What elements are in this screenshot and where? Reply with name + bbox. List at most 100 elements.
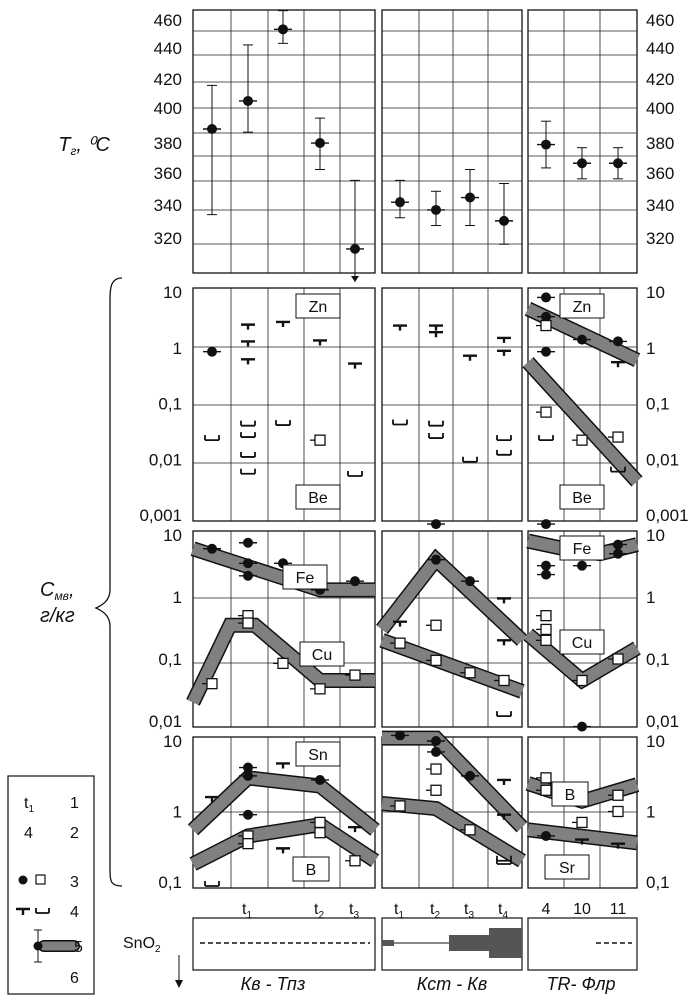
data-point-limit-upper (205, 795, 219, 803)
data-point-square (277, 657, 289, 670)
y-tick-label: 1 (173, 803, 182, 822)
y-tick-label: 340 (154, 196, 182, 215)
data-point-limit-upper (393, 620, 407, 627)
data-point-limit-upper (611, 361, 625, 368)
data-point-limit-upper (241, 323, 255, 330)
data-point-square (576, 434, 588, 446)
stage-label: t3 (349, 901, 359, 921)
y-tick-label: 1 (646, 339, 655, 358)
data-point-limit-lower (496, 449, 512, 456)
data-point-square (430, 784, 442, 796)
concentration-brace (94, 277, 123, 887)
sn-trend-band-1 (188, 771, 379, 835)
y-tick-label: 10 (646, 283, 665, 302)
data-point-limit-lower (240, 451, 256, 458)
y-tick-label: 400 (154, 99, 182, 118)
data-point-limit-lower (392, 419, 408, 426)
legend-symbol-1: t1 (24, 795, 34, 815)
element-label-box (292, 856, 330, 882)
data-point-limit-lower (428, 420, 444, 427)
data-point-limit-upper (276, 847, 290, 854)
stage-label: t2 (314, 901, 324, 921)
legend-number: 3 (70, 874, 79, 891)
data-point-square (206, 678, 218, 690)
y-tick-label: 1 (646, 803, 655, 822)
data-point-limit-lower (204, 435, 220, 442)
data-point-square (540, 319, 552, 332)
data-point-limit-upper (241, 340, 255, 347)
y-tick-label: 440 (154, 39, 182, 58)
stage-label: t4 (498, 901, 508, 921)
data-point-square (540, 610, 552, 622)
data-point-limit-lower (240, 420, 256, 427)
element-label-box (551, 781, 589, 807)
panel-frame (381, 530, 523, 728)
legend-dot (33, 941, 43, 951)
data-point-square (349, 669, 361, 681)
element-label-box (295, 484, 341, 510)
legend-square (35, 874, 46, 885)
data-point-limit-upper (497, 336, 511, 343)
data-point-square (612, 789, 624, 801)
data-point-square (540, 634, 552, 646)
y-tick-label: 10 (163, 526, 182, 545)
data-point-square (242, 617, 254, 629)
y-tick-label: 0,1 (158, 650, 182, 669)
stage-label: 4 (542, 901, 551, 918)
legend-dot (18, 875, 28, 885)
y-tick-label: 360 (646, 164, 674, 183)
sno2-arrow-head (175, 980, 183, 988)
data-point-limit-upper (611, 842, 625, 849)
data-point-square (430, 763, 442, 775)
element-label: Sn (308, 747, 328, 764)
data-point-limit-upper (497, 597, 511, 604)
data-point-square (314, 816, 326, 829)
element-label: Cu (312, 647, 332, 664)
data-point-square (540, 772, 552, 784)
stage-label: 11 (610, 901, 627, 918)
data-point-square (430, 654, 442, 667)
data-point-limit-upper (348, 825, 362, 833)
y-tick-label: 10 (646, 526, 665, 545)
y-tick-label: 1 (646, 588, 655, 607)
y-tick-label: 1 (173, 339, 182, 358)
y-tick-label: 0,01 (646, 450, 679, 469)
data-point-limit-upper (497, 349, 511, 356)
y-tick-label: 0,1 (646, 395, 670, 414)
element-label: Be (572, 490, 592, 507)
legend-number: 2 (70, 825, 79, 842)
data-point-square (394, 800, 406, 812)
data-point-square (314, 683, 326, 695)
y-tick-label: 380 (646, 134, 674, 153)
data-point-limit-upper (348, 362, 362, 369)
data-point-square (540, 623, 552, 636)
sno2-panel (192, 917, 376, 971)
element-label-box (282, 564, 328, 590)
data-point-limit-upper (497, 813, 511, 820)
element-label-box (559, 629, 605, 655)
legend-number: 6 (70, 970, 79, 987)
data-point-limit-upper (276, 320, 290, 327)
y-tick-label: 420 (154, 70, 182, 89)
data-point-limit-lower (240, 468, 256, 475)
stage-label: 10 (573, 901, 591, 918)
data-point-limit-upper (463, 354, 477, 361)
element-label: Zn (309, 299, 328, 316)
element-label: B (306, 862, 317, 879)
element-label-box (295, 741, 341, 767)
legend-box (7, 775, 95, 995)
data-point-limit-upper (575, 838, 589, 845)
sno2-bar (382, 940, 394, 946)
data-point-limit-upper (497, 778, 511, 785)
y-tick-label: 0,01 (149, 450, 182, 469)
legend-limit-lower (35, 908, 50, 914)
data-point-square (464, 824, 476, 836)
y-tick-label: 0,1 (158, 395, 182, 414)
arrow-head (351, 276, 359, 282)
data-point-limit-lower (610, 466, 626, 473)
panel-frame (381, 287, 523, 522)
element-label: Fe (296, 570, 315, 587)
data-point-square (349, 855, 361, 867)
y-tick-label: 10 (163, 732, 182, 751)
